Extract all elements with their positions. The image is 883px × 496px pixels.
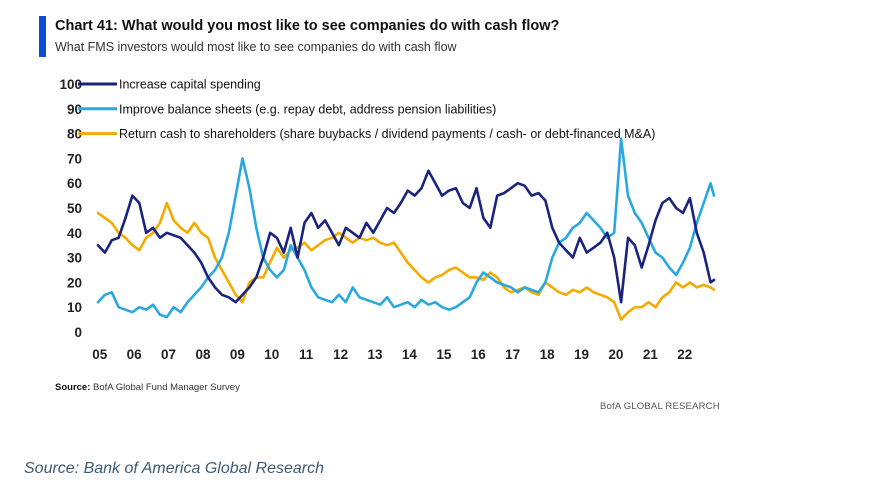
brand-label: BofA GLOBAL RESEARCH [600,401,720,412]
series-line [96,169,716,304]
x-tick-label: 14 [402,347,418,362]
source-note: Source: BofA Global Fund Manager Survey [55,382,240,393]
x-tick-label: 06 [127,347,143,362]
legend-label: Return cash to shareholders (share buyba… [119,127,655,141]
chart-title: Chart 41: What would you most like to se… [55,18,560,34]
x-tick-label: 20 [608,347,623,362]
legend-label: Increase capital spending [119,78,261,92]
x-tick-label: 22 [677,347,692,362]
source-text: BofA Global Fund Manager Survey [93,382,240,393]
x-tick-label: 16 [471,347,487,362]
y-tick-label: 20 [67,275,82,290]
x-tick-label: 18 [540,347,556,362]
caption: Source: Bank of America Global Research [24,460,324,477]
y-tick-label: 10 [67,300,82,315]
y-tick-label: 60 [67,176,82,191]
y-tick-label: 80 [67,127,82,142]
x-tick-label: 05 [92,347,108,362]
x-tick-label: 17 [505,347,520,362]
x-tick-label: 08 [195,347,211,362]
x-tick-label: 09 [230,347,245,362]
y-tick-label: 100 [59,77,82,92]
source-label: Source: [55,382,91,393]
x-tick-label: 21 [643,347,659,362]
x-tick-label: 10 [264,347,279,362]
y-tick-label: 30 [67,251,82,266]
y-tick-label: 90 [67,102,82,117]
y-tick-label: 50 [67,201,82,216]
chart-subtitle: What FMS investors would most like to se… [55,40,457,54]
legend-label: Improve balance sheets (e.g. repay debt,… [119,102,496,116]
series-line [96,137,716,319]
line-chart: 0 10 20 30 40 50 60 70 80 90 100 05 06 07 08 09 10 11 12 13… [59,77,716,362]
y-tick-label: 70 [67,151,82,166]
x-tick-label: 19 [574,347,589,362]
x-tick-label: 11 [299,347,314,362]
title-accent-bar [39,16,46,57]
series-line [96,201,716,321]
y-tick-label: 40 [67,226,82,241]
x-tick-label: 13 [368,347,384,362]
x-tick-label: 12 [333,347,348,362]
x-tick-label: 07 [161,347,176,362]
x-tick-label: 15 [436,347,452,362]
y-tick-label: 0 [74,325,82,340]
